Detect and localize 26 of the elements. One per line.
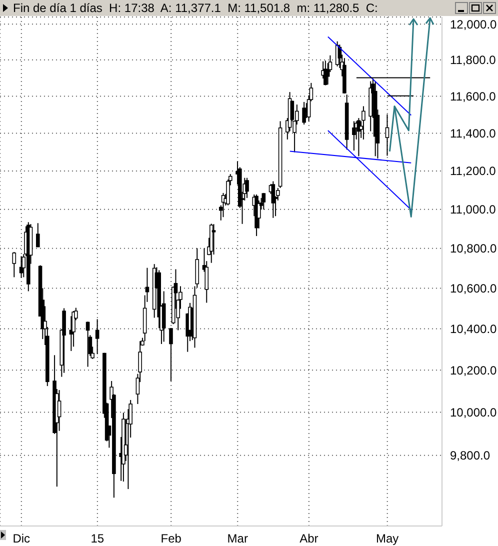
candlestick xyxy=(245,177,249,198)
candlestick xyxy=(169,327,173,382)
y-tick-label: 11,400.0 xyxy=(450,126,496,141)
y-tick-label: 10,400.0 xyxy=(450,322,498,336)
x-tick-label: Abr xyxy=(300,532,318,546)
x-tick-label: Mar xyxy=(227,532,248,546)
y-tick-label: 10,200.0 xyxy=(450,363,498,378)
candlestick xyxy=(36,222,40,248)
y-tick-label: 10,800.0 xyxy=(450,242,498,256)
chart-title: Fin de día 1 días H: 17:38 A: 11,377.1 M: 11,501.8 m: 11,280.5 C: xyxy=(13,1,378,15)
y-tick-label: 11,000.0 xyxy=(450,202,496,217)
y-tick-label: 9,800.0 xyxy=(450,448,490,463)
candlestick xyxy=(72,310,76,348)
y-tick-label: 12,000.0 xyxy=(450,17,498,32)
y-tick-label: 10,000.0 xyxy=(450,406,498,420)
x-tick-label: Dic xyxy=(12,532,30,546)
y-tick-label: 11,800.0 xyxy=(450,53,496,68)
x-tick-label: 15 xyxy=(90,532,104,546)
y-tick-label: 11,200.0 xyxy=(450,164,496,178)
x-tick-label: May xyxy=(376,532,399,546)
candlestick xyxy=(12,251,16,278)
candlestick xyxy=(95,318,100,355)
y-tick-label: 11,600.0 xyxy=(450,90,496,104)
candlestick xyxy=(385,114,390,156)
y-tick-label: 10,600.0 xyxy=(450,281,498,296)
x-tick-label: Feb xyxy=(160,532,182,546)
